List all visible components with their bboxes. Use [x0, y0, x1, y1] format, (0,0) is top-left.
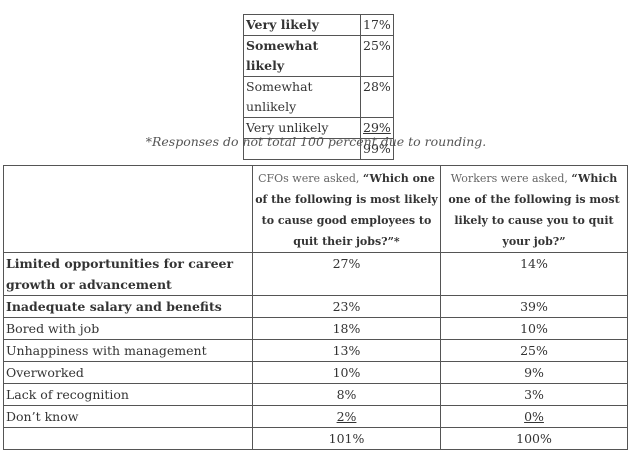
reason-row: Overworked 10% 9%	[3, 361, 628, 384]
reason-label: Limited opportunities for career growth …	[3, 252, 253, 296]
reason-row: Bored with job 18% 10%	[3, 317, 628, 340]
likelihood-row: Somewhat unlikely 28%	[243, 76, 394, 118]
reason-worker-value: 14%	[440, 252, 628, 296]
header-row: CFOs were asked, “Which one of the follo…	[3, 165, 628, 253]
likelihood-value-text: 25%	[363, 38, 391, 53]
reason-label: Unhappiness with management	[3, 339, 253, 362]
reason-worker-value-text: 39%	[520, 299, 548, 314]
reason-worker-value: 9%	[440, 361, 628, 384]
reason-worker-value-text: 10%	[520, 321, 548, 336]
likelihood-label: Very unlikely	[243, 117, 361, 139]
reason-cfo-value-text: 23%	[332, 299, 361, 314]
reason-cfo-value-text: 27%	[332, 256, 361, 271]
reason-label: Don’t know	[3, 405, 253, 428]
reason-cfo-value: 2%	[252, 405, 441, 428]
reason-worker-value: 10%	[440, 317, 628, 340]
reason-cfo-value: 10%	[252, 361, 441, 384]
cfo-question-text: “Which one of the following is most like…	[255, 172, 438, 248]
reason-cfo-value-text: 2%	[336, 409, 357, 424]
reason-label: Overworked	[3, 361, 253, 384]
reason-worker-value-text: 0%	[524, 409, 544, 424]
reason-worker-value-text: 9%	[524, 365, 544, 380]
reason-row: Don’t know 2% 0%	[3, 405, 628, 428]
reason-worker-value-text: 25%	[520, 343, 548, 358]
reason-cfo-value-text: 13%	[332, 343, 361, 358]
reason-worker-value: 3%	[440, 383, 628, 406]
reason-worker-value: 25%	[440, 339, 628, 362]
reason-worker-value: 39%	[440, 295, 628, 318]
reason-cfo-value-text: 8%	[336, 387, 357, 402]
reason-row: Limited opportunities for career growth …	[3, 252, 628, 296]
likelihood-value: 28%	[360, 76, 394, 118]
likelihood-table-body: Very likely 17% Somewhat likely 25% Somewhat…	[243, 14, 394, 160]
likelihood-value: 17%	[360, 14, 394, 36]
reason-cfo-value-text: 18%	[332, 321, 361, 336]
worker-question-text: “Which one of the following is most like…	[448, 172, 620, 248]
likelihood-label: Very likely	[243, 14, 361, 36]
reason-cfo-value: 8%	[252, 383, 441, 406]
reasons-total-worker: 100%	[440, 427, 628, 450]
reason-row: Inadequate salary and benefits 23% 39%	[3, 295, 628, 318]
likelihood-value: 29%	[360, 117, 394, 139]
reason-cfo-value: 27%	[252, 252, 441, 296]
likelihood-row: Very unlikely 29%	[243, 117, 394, 139]
likelihood-value: 25%	[360, 35, 394, 77]
reasons-total-cfo: 101%	[252, 427, 441, 450]
likelihood-table: Very likely 17% Somewhat likely 25% Somewhat…	[243, 14, 394, 160]
likelihood-total-row: 99%	[243, 138, 394, 160]
quit-reasons-table-body: CFOs were asked, “Which one of the follo…	[3, 165, 628, 450]
likelihood-label: Somewhat unlikely	[243, 76, 361, 118]
reason-row: Unhappiness with management 13% 25%	[3, 339, 628, 362]
reasons-total-row: 101% 100%	[3, 427, 628, 450]
reason-label: Lack of recognition	[3, 383, 253, 406]
header-empty-cell	[3, 165, 253, 253]
reason-cfo-value: 23%	[252, 295, 441, 318]
rounding-footnote: *Responses do not total 100 percent due …	[145, 134, 487, 149]
worker-question-lead: Workers were asked,	[450, 172, 572, 185]
likelihood-row: Very likely 17%	[243, 14, 394, 36]
likelihood-value-text: 29%	[363, 120, 391, 135]
reason-label: Inadequate salary and benefits	[3, 295, 253, 318]
reason-worker-value-text: 14%	[520, 256, 548, 271]
likelihood-label: Somewhat likely	[243, 35, 361, 77]
reason-cfo-value-text: 10%	[332, 365, 361, 380]
likelihood-row: Somewhat likely 25%	[243, 35, 394, 77]
likelihood-total: 99%	[360, 138, 394, 160]
reasons-total-empty	[3, 427, 253, 450]
cfo-question-lead: CFOs were asked,	[258, 172, 363, 185]
reason-worker-value: 0%	[440, 405, 628, 428]
worker-question-header: Workers were asked, “Which one of the fo…	[440, 165, 628, 253]
likelihood-total-empty	[243, 138, 361, 160]
reason-worker-value-text: 3%	[524, 387, 544, 402]
likelihood-value-text: 28%	[363, 79, 391, 94]
likelihood-value-text: 17%	[363, 17, 391, 32]
reason-row: Lack of recognition 8% 3%	[3, 383, 628, 406]
reason-cfo-value: 13%	[252, 339, 441, 362]
cfo-question-header: CFOs were asked, “Which one of the follo…	[252, 165, 441, 253]
reason-cfo-value: 18%	[252, 317, 441, 340]
reason-label: Bored with job	[3, 317, 253, 340]
quit-reasons-table: CFOs were asked, “Which one of the follo…	[3, 165, 628, 450]
